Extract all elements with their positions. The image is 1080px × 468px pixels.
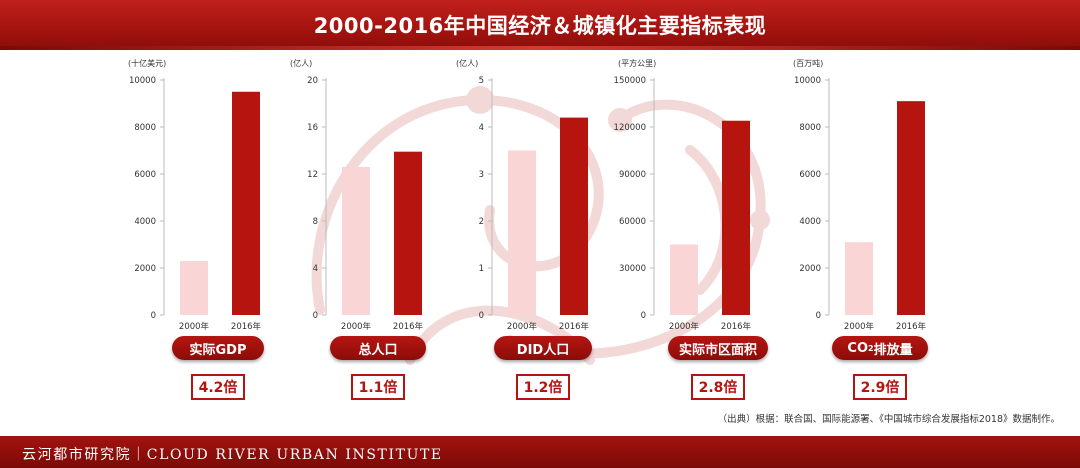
unit-label: (亿人) xyxy=(456,58,478,68)
x-category-label: 2000年 xyxy=(341,321,372,332)
y-tick-label: 4000 xyxy=(799,217,821,227)
x-category-label: 2016年 xyxy=(231,321,262,332)
ratio-total-population: 1.1倍 xyxy=(351,374,405,400)
header-banner: 2000-2016年中国经济＆城镇化主要指标表现 xyxy=(0,0,1080,50)
y-tick-label: 0 xyxy=(313,311,318,321)
y-tick-label: 4 xyxy=(479,123,484,133)
bar-2016年 xyxy=(394,151,422,315)
y-tick-label: 120000 xyxy=(614,123,646,133)
label-co2-subscript: 2 xyxy=(868,343,874,353)
y-tick-label: 2000 xyxy=(799,264,821,274)
bar-2016年 xyxy=(560,117,588,315)
y-tick-label: 4 xyxy=(313,264,318,274)
y-tick-label: 2 xyxy=(479,217,484,227)
y-tick-label: 8000 xyxy=(799,123,821,133)
x-category-label: 2000年 xyxy=(179,321,210,332)
y-tick-label: 5 xyxy=(479,76,484,86)
y-tick-label: 6000 xyxy=(134,170,156,180)
y-tick-label: 30000 xyxy=(619,264,646,274)
ratio-did-population: 1.2倍 xyxy=(516,374,570,400)
y-tick-label: 60000 xyxy=(619,217,646,227)
x-category-label: 2000年 xyxy=(669,321,700,332)
y-tick-label: 1 xyxy=(479,264,484,274)
y-tick-label: 6000 xyxy=(799,170,821,180)
x-category-label: 2016年 xyxy=(721,321,752,332)
bar-2016年 xyxy=(897,101,925,316)
footer-banner: 云河都市研究院｜CLOUD RIVER URBAN INSTITUTE xyxy=(0,436,1080,468)
y-tick-label: 8000 xyxy=(134,123,156,133)
unit-label: (亿人) xyxy=(290,58,312,68)
x-category-label: 2000年 xyxy=(844,321,875,332)
label-urban-area: 实际市区面积 xyxy=(668,336,768,360)
chart-urban-area: (平方公里) 0 30000 60000 90000 120000 150000 2000年 2… xyxy=(614,58,752,332)
y-tick-label: 0 xyxy=(151,311,156,321)
page-title: 2000-2016年中国经济＆城镇化主要指标表现 xyxy=(313,14,767,38)
x-category-label: 2016年 xyxy=(393,321,424,332)
y-tick-label: 90000 xyxy=(619,170,646,180)
y-tick-label: 2000 xyxy=(134,264,156,274)
header-underline xyxy=(0,46,1080,50)
y-tick-label: 3 xyxy=(479,170,484,180)
ratio-gdp: 4.2倍 xyxy=(191,374,245,400)
bar-2000年 xyxy=(670,244,698,315)
x-category-label: 2016年 xyxy=(559,321,590,332)
bar-2016年 xyxy=(232,91,260,315)
bar-2016年 xyxy=(722,120,750,315)
ratio-urban-area: 2.8倍 xyxy=(691,374,745,400)
y-tick-label: 0 xyxy=(816,311,821,321)
bar-2000年 xyxy=(180,260,208,315)
chart-co2: (百万吨) 0 2000 4000 6000 8000 10000 2000年 2016年 xyxy=(793,58,927,332)
label-gdp: 实际GDP xyxy=(172,336,264,360)
y-tick-label: 8 xyxy=(313,217,318,227)
bar-2000年 xyxy=(845,242,873,315)
chart-gdp: (十亿美元) 0 2000 4000 6000 8000 10000 2000年 2016年 xyxy=(128,58,262,332)
ratio-co2: 2.9倍 xyxy=(853,374,907,400)
y-tick-label: 0 xyxy=(479,311,484,321)
charts-area: (十亿美元) 0 2000 4000 6000 8000 10000 2000年 2016年 (… xyxy=(0,52,1080,352)
x-category-label: 2016年 xyxy=(896,321,927,332)
unit-label: (十亿美元) xyxy=(128,58,166,68)
y-tick-label: 0 xyxy=(641,311,646,321)
label-co2-main: CO xyxy=(847,340,868,356)
y-tick-label: 10000 xyxy=(129,76,156,86)
label-did-population: DID人口 xyxy=(494,336,592,360)
bar-2000年 xyxy=(508,150,536,315)
footer-institute-name: 云河都市研究院｜CLOUD RIVER URBAN INSTITUTE xyxy=(22,447,443,463)
bar-2000年 xyxy=(342,166,370,315)
y-tick-label: 4000 xyxy=(134,217,156,227)
label-co2: CO 2 排放量 xyxy=(832,336,928,360)
y-tick-label: 150000 xyxy=(614,76,646,86)
label-total-population: 总人口 xyxy=(330,336,426,360)
unit-label: (平方公里) xyxy=(618,58,656,68)
chart-total-population: (亿人) 0 4 8 12 16 20 2000年 2016年 xyxy=(290,58,424,332)
y-tick-label: 20 xyxy=(307,76,318,86)
unit-label: (百万吨) xyxy=(793,58,823,68)
y-tick-label: 16 xyxy=(307,123,318,133)
y-tick-label: 10000 xyxy=(794,76,821,86)
y-tick-label: 12 xyxy=(307,170,318,180)
chart-did-population: (亿人) 0 1 2 3 4 5 2000年 2016年 xyxy=(456,58,590,332)
x-category-label: 2000年 xyxy=(507,321,538,332)
label-co2-rest: 排放量 xyxy=(873,342,913,358)
source-note: （出典）根据：联合国、国际能源署、《中国城市综合发展指标2018》数据制作。 xyxy=(717,414,1060,425)
